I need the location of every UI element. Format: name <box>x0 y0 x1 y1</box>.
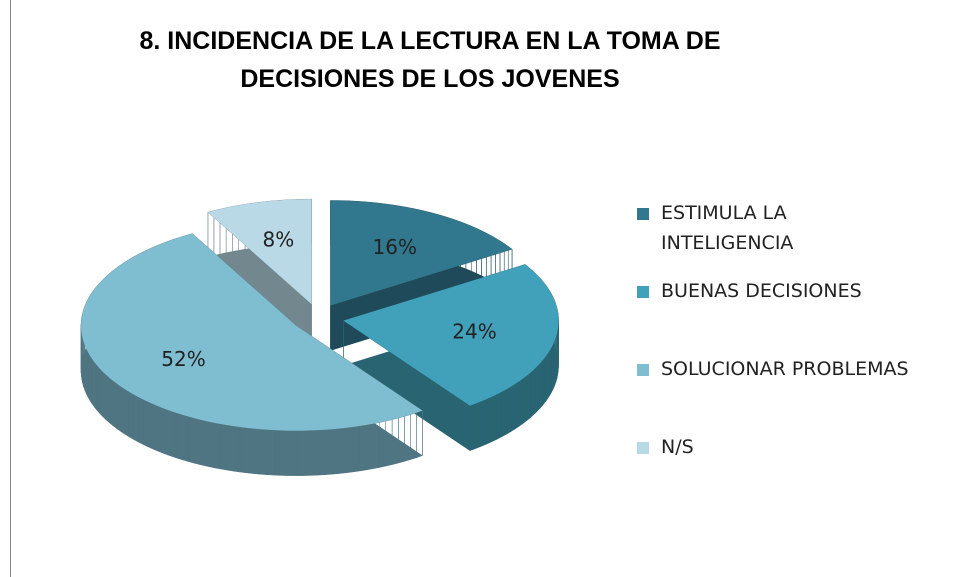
legend-swatch <box>637 442 649 454</box>
slice <box>207 199 312 305</box>
legend-swatch <box>637 364 649 376</box>
data-label: 16% <box>373 235 417 259</box>
slice <box>81 233 423 431</box>
chart-title: 8. INCIDENCIA DE LA LECTURA EN LA TOMA D… <box>139 27 721 93</box>
legend: ESTIMULA LA INTELIGENCIA BUENAS DECISIONE… <box>637 198 957 510</box>
slice <box>343 264 559 406</box>
data-label: 52% <box>161 347 205 371</box>
legend-label: N/S <box>661 436 694 458</box>
slice <box>330 200 513 306</box>
legend-item: SOLUCIONAR PROBLEMAS <box>637 354 957 432</box>
legend-item: BUENAS DECISIONES <box>637 276 957 354</box>
legend-label: SOLUCIONAR PROBLEMAS <box>661 358 909 380</box>
legend-swatch <box>637 286 649 298</box>
legend-label: BUENAS DECISIONES <box>661 280 862 302</box>
legend-item: N/S <box>637 432 957 510</box>
frame <box>10 0 11 577</box>
legend-item: ESTIMULA LA INTELIGENCIA <box>637 198 831 276</box>
legend-label: ESTIMULA LA INTELIGENCIA <box>661 202 794 254</box>
legend-swatch <box>637 208 649 220</box>
data-label: 8% <box>263 228 295 252</box>
data-label: 24% <box>452 319 496 343</box>
